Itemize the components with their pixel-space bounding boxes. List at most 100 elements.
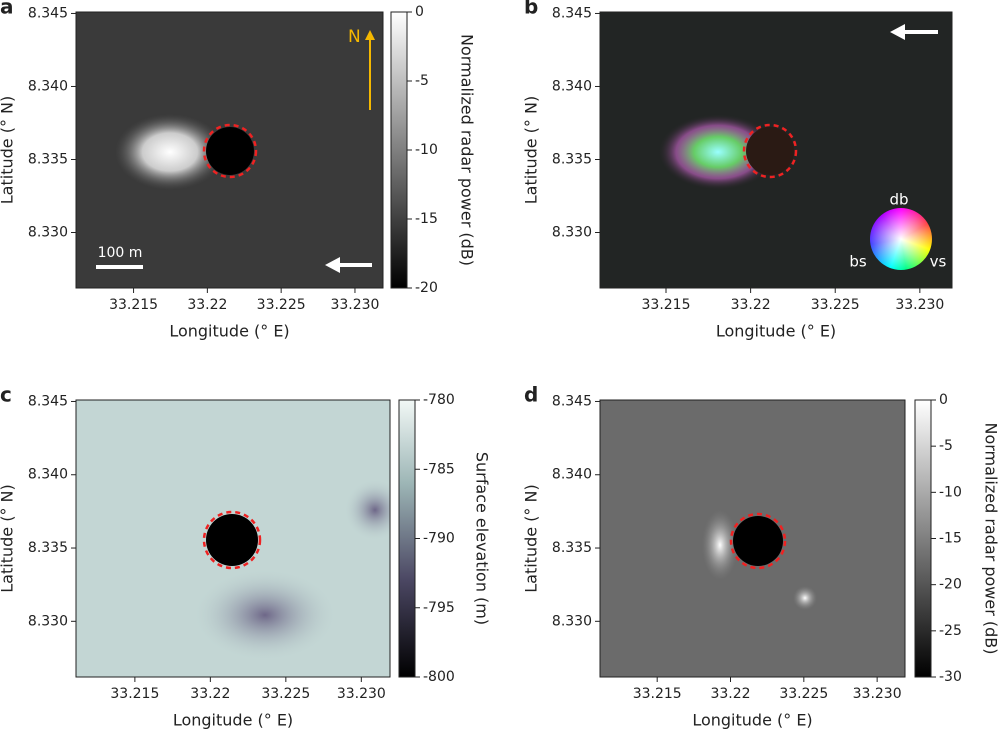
scale-bar <box>96 265 143 269</box>
arrow-head <box>325 257 340 273</box>
x-axis-label: Longitude (° E) <box>173 711 293 730</box>
x-tick-label: 33.225 <box>257 297 306 313</box>
colorbar-label: Normalized radar power (dB) <box>458 34 477 266</box>
bright <box>793 586 817 610</box>
x-tick-label: 33.230 <box>337 686 386 702</box>
bright <box>115 114 225 190</box>
crater <box>206 514 258 566</box>
y-tick-label: 8.330 <box>28 225 68 241</box>
crater <box>206 127 254 175</box>
panel-image <box>76 400 390 677</box>
colorbar-tick-label: -5 <box>415 73 429 89</box>
colorbar-tick-label: -20 <box>939 577 962 593</box>
frame <box>75 11 384 289</box>
y-tick-label: 8.345 <box>28 393 68 409</box>
colorbar-tick-label: 0 <box>939 392 948 408</box>
colorbar-tick-label: -10 <box>415 142 438 158</box>
x-tick-label: 33.225 <box>811 297 860 313</box>
y-tick-label: 8.340 <box>552 78 592 94</box>
low <box>195 570 335 660</box>
y-tick-label: 8.335 <box>552 151 592 167</box>
panel-image: N 100 m <box>76 12 383 288</box>
panel-label: a <box>0 0 14 19</box>
panel-label: c <box>0 383 12 407</box>
colorbar-label: Surface elevation (m) <box>473 452 492 625</box>
x-tick-label: 33.22 <box>190 686 230 702</box>
colorbar-tick-label: -785 <box>423 461 455 477</box>
colorbar-tick-label: -790 <box>423 531 455 547</box>
x-axis-label: Longitude (° E) <box>692 711 812 730</box>
y-tick-label: 8.340 <box>28 78 68 94</box>
panel-image <box>600 400 905 677</box>
crater <box>746 127 794 175</box>
panel-label: b <box>524 0 538 19</box>
colorbar <box>914 399 932 678</box>
colorbar-tick-label: -30 <box>939 669 962 685</box>
x-tick-label: 33.225 <box>779 686 828 702</box>
y-tick-label: 8.335 <box>28 151 68 167</box>
crater-outline <box>742 123 798 179</box>
wheel-label: vs <box>930 253 947 271</box>
x-tick-label: 33.215 <box>110 686 159 702</box>
arrow-head <box>890 24 905 40</box>
colorbar-tick-label: -800 <box>423 669 455 685</box>
y-tick-label: 8.330 <box>28 613 68 629</box>
wheel-label: db <box>889 191 908 209</box>
x-axis-label: Longitude (° E) <box>716 322 836 341</box>
x-axis-label: Longitude (° E) <box>169 322 289 341</box>
north-head <box>365 30 375 40</box>
y-axis-label: Latitude (° N) <box>0 96 17 204</box>
y-axis-label: Latitude (° N) <box>0 484 17 592</box>
y-tick-label: 8.340 <box>552 467 592 483</box>
colorbar <box>390 11 408 289</box>
colorbar-tick-label: -795 <box>423 600 455 616</box>
y-axis-label: Latitude (° N) <box>522 484 541 592</box>
crater <box>733 516 783 566</box>
crater-outline <box>202 510 262 570</box>
y-tick-label: 8.340 <box>28 467 68 483</box>
colorbar-tick-label: -10 <box>939 484 962 500</box>
frame <box>599 399 906 678</box>
low <box>345 480 390 540</box>
x-tick-label: 33.230 <box>895 297 944 313</box>
x-tick-label: 33.22 <box>731 297 771 313</box>
frame <box>75 399 391 678</box>
colorbar-tick-label: -20 <box>415 280 438 296</box>
bright <box>658 114 778 190</box>
y-axis-label: Latitude (° N) <box>522 96 541 204</box>
y-tick-label: 8.335 <box>552 540 592 556</box>
y-tick-label: 8.345 <box>552 393 592 409</box>
colorbar-tick-label: -5 <box>939 438 953 454</box>
north-label: N <box>348 27 361 47</box>
frame <box>599 11 953 289</box>
bright <box>702 510 738 580</box>
colorbar-tick-label: -25 <box>939 623 962 639</box>
y-tick-label: 8.345 <box>28 5 68 21</box>
x-tick-label: 33.215 <box>633 686 682 702</box>
color-wheel <box>870 208 932 270</box>
x-tick-label: 33.225 <box>261 686 310 702</box>
x-tick-label: 33.230 <box>330 297 379 313</box>
y-tick-label: 8.335 <box>28 540 68 556</box>
wheel-label: bs <box>849 253 867 271</box>
crater-outline <box>202 123 258 179</box>
colorbar <box>398 399 416 678</box>
panel-label: d <box>524 383 538 407</box>
colorbar-tick-label: -780 <box>423 392 455 408</box>
colorbar-tick-label: -15 <box>939 531 962 547</box>
colorbar-tick-label: -15 <box>415 211 438 227</box>
colorbar-tick-label: 0 <box>415 4 424 20</box>
y-tick-label: 8.330 <box>552 225 592 241</box>
y-tick-label: 8.345 <box>552 5 592 21</box>
crater-outline <box>729 512 787 570</box>
x-tick-label: 33.22 <box>187 297 227 313</box>
x-tick-label: 33.230 <box>853 686 902 702</box>
y-tick-label: 8.330 <box>552 613 592 629</box>
x-tick-label: 33.22 <box>710 686 750 702</box>
scale-label: 100 m <box>98 245 143 261</box>
x-tick-label: 33.215 <box>109 297 158 313</box>
colorbar-label: Normalized radar power (dB) <box>982 423 1001 655</box>
x-tick-label: 33.215 <box>642 297 691 313</box>
